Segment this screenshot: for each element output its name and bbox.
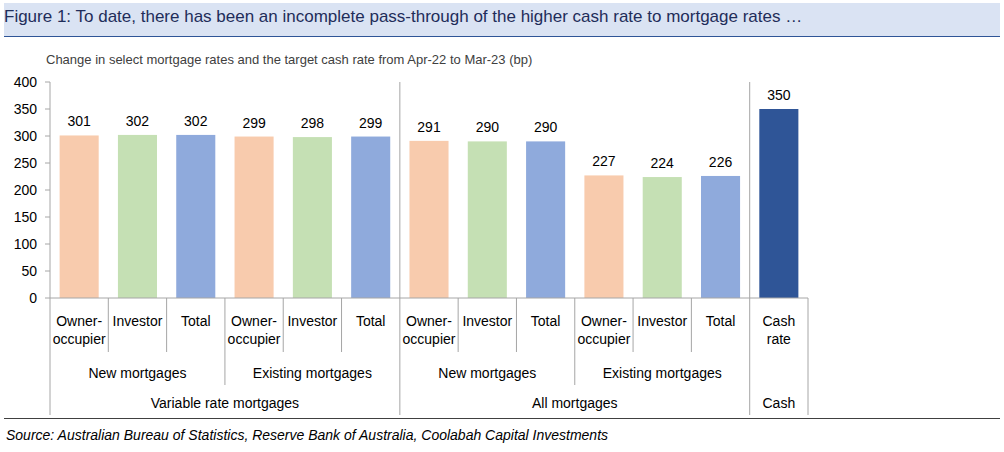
x-axis	[50, 298, 808, 299]
category-divider	[516, 298, 517, 352]
x-tick-label: Investor	[459, 312, 515, 330]
y-tick	[45, 244, 50, 245]
y-tick	[45, 136, 50, 137]
page: {"chart_data": { "type": "bar", "title":…	[0, 0, 1004, 452]
bar	[409, 141, 448, 298]
group-label: Existing mortgages	[575, 364, 750, 382]
bar	[293, 137, 332, 298]
category-divider	[633, 298, 634, 352]
category-divider	[108, 298, 109, 352]
category-divider	[574, 298, 575, 385]
data-label: 301	[67, 113, 91, 129]
bar	[759, 109, 798, 298]
category-divider	[166, 298, 167, 352]
y-tick-label: 0	[29, 290, 37, 306]
y-tick	[45, 109, 50, 110]
bottom-rule	[4, 418, 1000, 419]
y-tick-label: 250	[14, 155, 38, 171]
category-divider	[224, 298, 225, 385]
bar	[468, 141, 507, 298]
y-tick-label: 400	[14, 74, 38, 90]
supergroup-label: All mortgages	[400, 394, 750, 412]
y-tick	[45, 298, 50, 299]
bar	[176, 135, 215, 298]
x-tick-label: Total	[343, 312, 399, 330]
group-label: New mortgages	[400, 364, 575, 382]
data-label: 299	[359, 115, 383, 131]
y-tick	[45, 271, 50, 272]
category-divider	[399, 82, 400, 415]
data-label: 291	[417, 119, 441, 135]
y-tick	[45, 163, 50, 164]
data-label: 302	[184, 113, 208, 129]
data-label: 350	[767, 87, 791, 103]
category-divider	[749, 82, 750, 415]
bar	[118, 135, 157, 298]
data-label: 290	[476, 119, 500, 135]
y-tick-label: 150	[14, 209, 38, 225]
data-label: 290	[534, 119, 558, 135]
x-tick-label: Owner-occupier	[51, 312, 107, 348]
x-tick-label: Investor	[284, 312, 340, 330]
x-tick-label: Cash rate	[751, 312, 807, 348]
source: Source: Australian Bureau of Statistics,…	[6, 427, 608, 443]
category-divider	[341, 298, 342, 352]
bar	[351, 137, 390, 298]
data-label: 226	[709, 154, 733, 170]
x-tick-label: Investor	[634, 312, 690, 330]
category-divider	[691, 298, 692, 352]
subtitle: Change in select mortgage rates and the …	[46, 52, 532, 67]
chart: 0 50 100 150 200 250 300 350 400 301 302 302 299 298 2…	[0, 0, 1004, 452]
x-tick-label: Owner-occupier	[576, 312, 632, 348]
bar	[643, 177, 682, 298]
bar	[235, 137, 274, 298]
supergroup-label: Cash	[750, 394, 808, 412]
y-tick	[45, 82, 50, 83]
x-tick-label: Total	[168, 312, 224, 330]
bars	[60, 109, 799, 298]
y-tick-label: 300	[14, 128, 38, 144]
y-tick-label: 350	[14, 101, 38, 117]
x-tick-label: Owner-occupier	[401, 312, 457, 348]
bar	[526, 141, 565, 298]
supergroup-label: Variable rate mortgages	[50, 394, 400, 412]
category-divider	[283, 298, 284, 352]
group-label: Existing mortgages	[225, 364, 400, 382]
bar	[701, 176, 740, 298]
title: Figure 1: To date, there has been an inc…	[4, 7, 802, 27]
y-tick-label: 200	[14, 182, 38, 198]
data-label: 298	[301, 115, 325, 131]
bar	[584, 175, 623, 298]
y-tick-label: 50	[21, 263, 37, 279]
bar	[60, 135, 99, 298]
x-tick-label: Investor	[109, 312, 165, 330]
data-label: 227	[592, 153, 616, 169]
data-label: 224	[651, 155, 675, 171]
x-tick-label: Owner-occupier	[226, 312, 282, 348]
y-tick	[45, 190, 50, 191]
x-tick-label: Total	[692, 312, 748, 330]
y-tick	[45, 217, 50, 218]
y-tick-label: 100	[14, 236, 38, 252]
x-tick-label: Total	[517, 312, 573, 330]
group-label: New mortgages	[50, 364, 225, 382]
category-divider	[50, 298, 51, 415]
category-divider	[808, 298, 809, 415]
data-label: 299	[242, 115, 266, 131]
data-label: 302	[126, 113, 150, 129]
category-divider	[458, 298, 459, 352]
